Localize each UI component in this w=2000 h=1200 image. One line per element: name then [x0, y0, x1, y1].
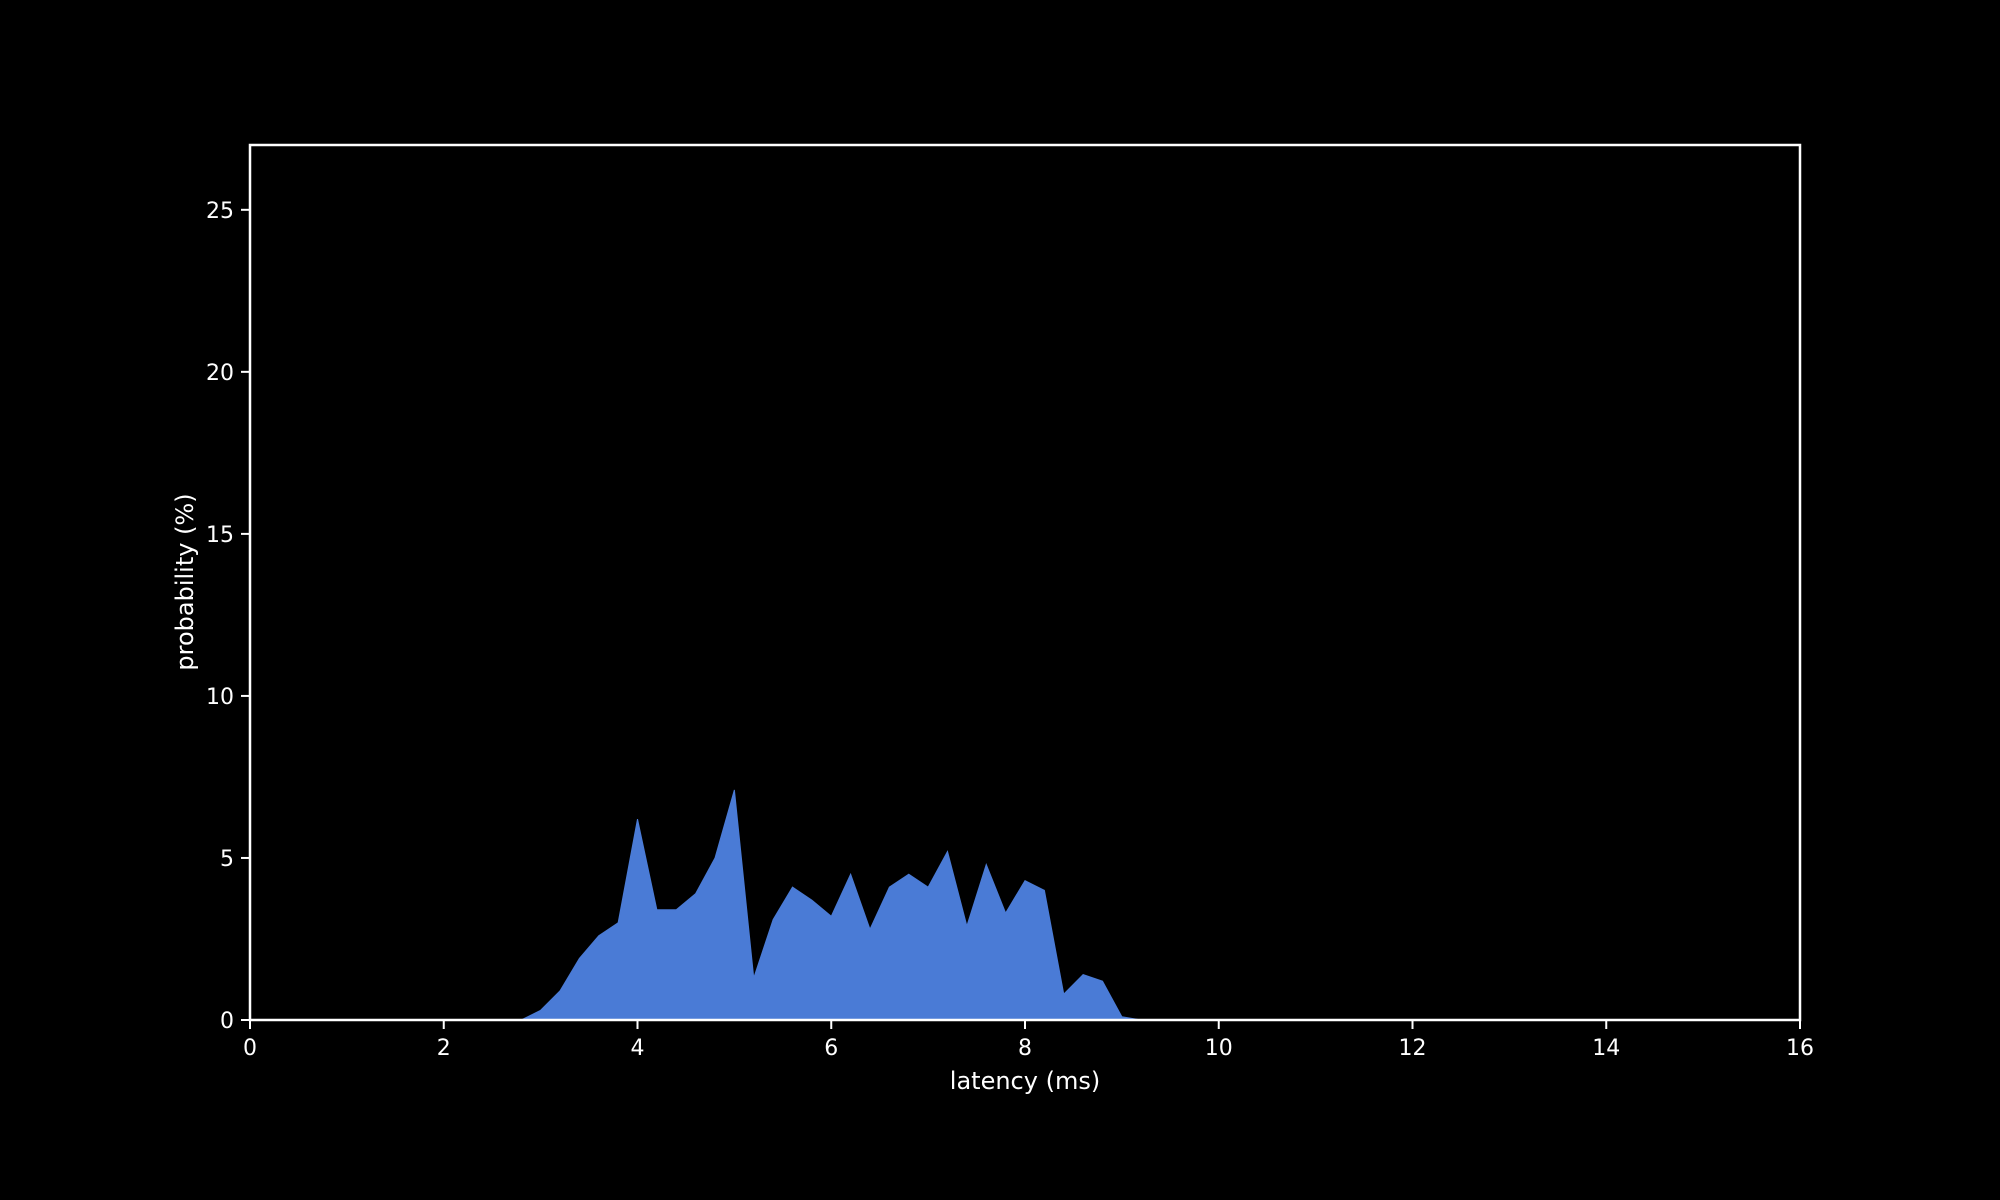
x-tick-label: 4 [631, 1036, 645, 1061]
x-axis: 0 2 4 6 8 10 12 14 16 [243, 1020, 1814, 1061]
x-tick-label: 6 [824, 1036, 838, 1061]
x-tick-label: 14 [1592, 1036, 1620, 1061]
x-tick-label: 8 [1018, 1036, 1032, 1061]
x-tick-label: 0 [243, 1036, 257, 1061]
plot-area [250, 789, 1800, 1021]
y-axis-label: probability (%) [171, 493, 199, 670]
y-tick-label: 5 [220, 847, 234, 872]
x-tick-label: 12 [1399, 1036, 1427, 1061]
x-tick-label: 10 [1205, 1036, 1233, 1061]
y-tick-label: 20 [206, 361, 234, 386]
y-tick-label: 15 [206, 523, 234, 548]
y-tick-label: 10 [206, 685, 234, 710]
x-tick-label: 2 [437, 1036, 451, 1061]
x-tick-label: 16 [1786, 1036, 1814, 1061]
y-axis: 0 5 10 15 20 25 [206, 199, 250, 1034]
x-axis-label: latency (ms) [950, 1067, 1100, 1095]
y-tick-label: 0 [220, 1009, 234, 1034]
area-series-0 [250, 789, 1800, 1021]
y-tick-label: 25 [206, 199, 234, 224]
